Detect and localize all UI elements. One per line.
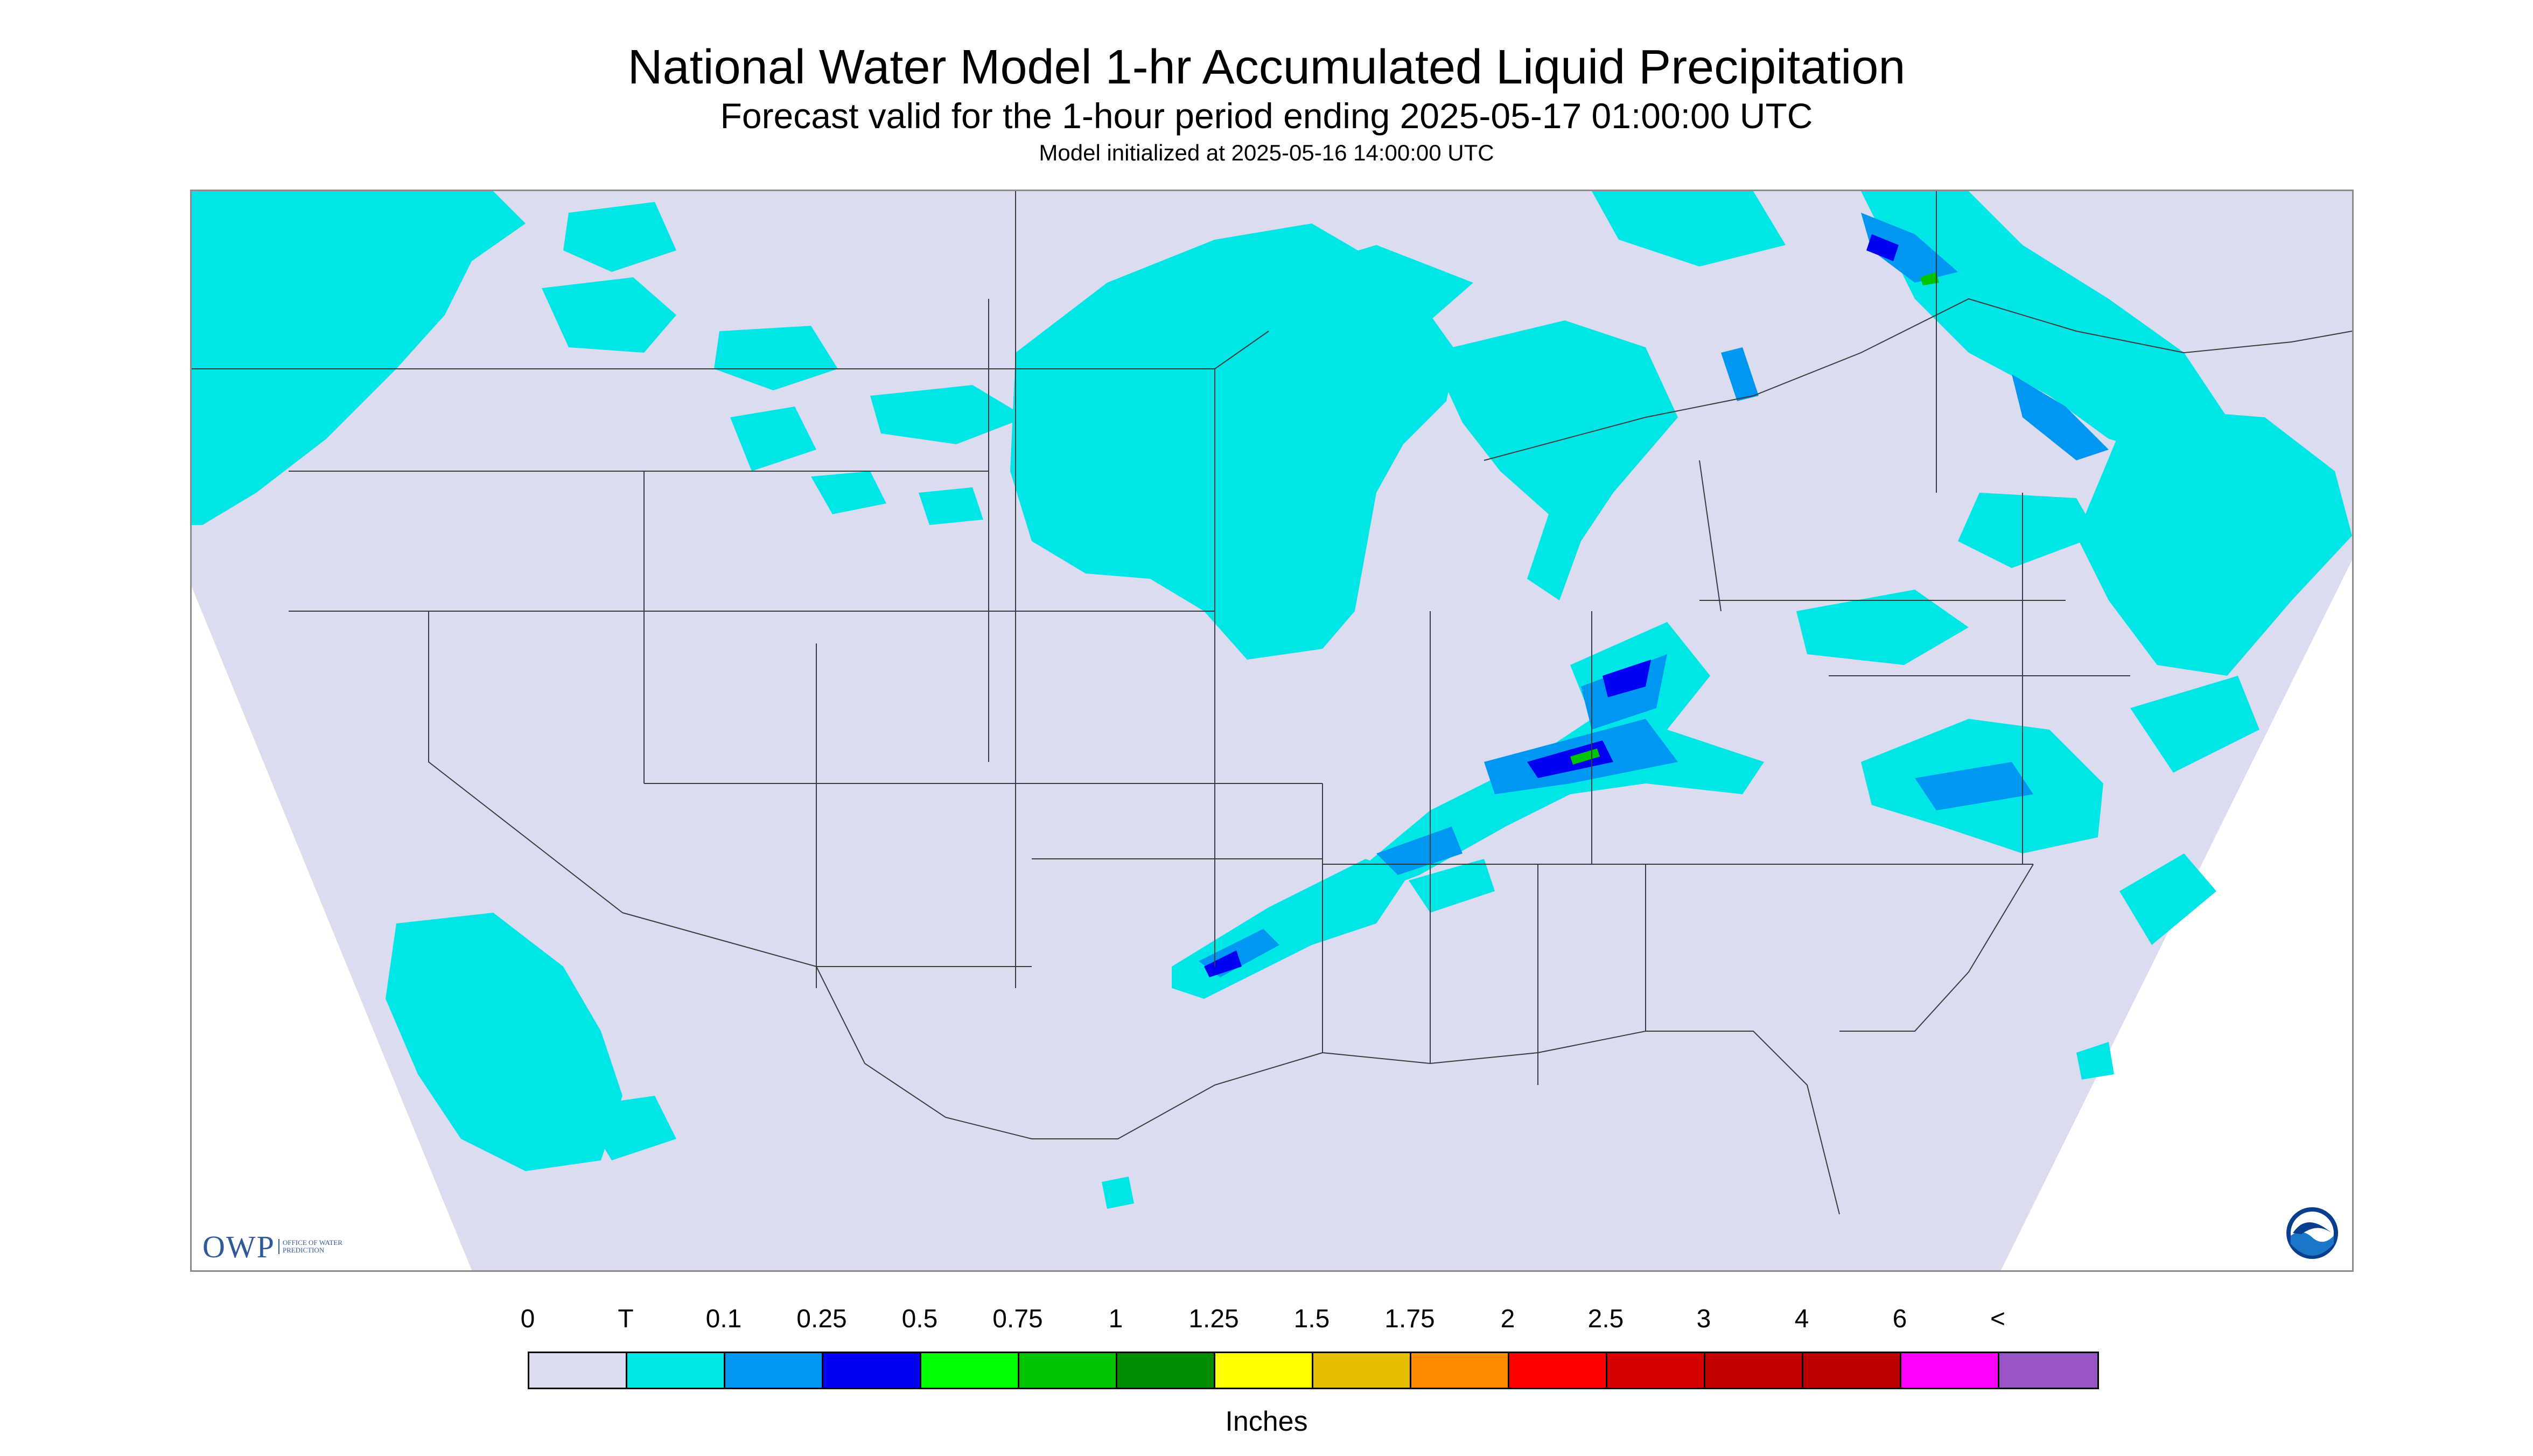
noaa-logo [2286, 1207, 2338, 1259]
colorbar-swatch [1215, 1353, 1313, 1388]
owp-logo: OWP Office of Water Prediction [202, 1229, 347, 1264]
colorbar-tick-label: 4 [1794, 1305, 1809, 1333]
colorbar-tick-label: 0.5 [901, 1305, 938, 1333]
colorbar-swatch [1313, 1353, 1411, 1388]
political-boundaries [192, 191, 2352, 1215]
precip-heavy-areas [1570, 272, 1939, 765]
colorbar-swatch [1411, 1353, 1509, 1388]
colorbar-tick-label: 1.75 [1384, 1305, 1435, 1333]
colorbar-tick-label: 2 [1500, 1305, 1515, 1333]
owp-logo-letters: OWP [202, 1229, 275, 1264]
map-canvas [192, 191, 2352, 1270]
colorbar-swatch [1117, 1353, 1215, 1388]
colorbar-swatch [1509, 1353, 1607, 1388]
colorbar-tick-label: 6 [1892, 1305, 1907, 1333]
precipitation-map: OWP Office of Water Prediction [190, 190, 2354, 1272]
colorbar-swatch [1803, 1353, 1901, 1388]
colorbar-units: Inches [1225, 1406, 1308, 1437]
colorbar-swatch [1705, 1353, 1803, 1388]
colorbar-tick-label: 3 [1696, 1305, 1711, 1333]
colorbar-swatch [823, 1353, 921, 1388]
colorbar-swatch [529, 1353, 627, 1388]
colorbar-swatch [1019, 1353, 1117, 1388]
colorbar-tick-label: T [618, 1305, 634, 1333]
map-title: National Water Model 1-hr Accumulated Li… [627, 40, 1906, 94]
owp-logo-text: Office of Water Prediction [278, 1239, 347, 1254]
colorbar-swatch [1999, 1353, 2097, 1388]
colorbar-tick-label: 0 [520, 1305, 535, 1333]
model-init-line: Model initialized at 2025-05-16 14:00:00… [1039, 140, 1494, 165]
precipitation-colorbar [528, 1352, 2099, 1389]
colorbar-swatch [725, 1353, 823, 1388]
colorbar-tick-label: 2.5 [1587, 1305, 1624, 1333]
map-subtitle: Forecast valid for the 1-hour period end… [720, 96, 1813, 136]
colorbar-tick-label: 0.1 [705, 1305, 742, 1333]
colorbar-swatch [1901, 1353, 1999, 1388]
colorbar-swatch [627, 1353, 725, 1388]
model-domain [192, 191, 2352, 1270]
colorbar-swatch [921, 1353, 1019, 1388]
colorbar-tick-label: 0.75 [992, 1305, 1043, 1333]
colorbar-swatch [1607, 1353, 1705, 1388]
colorbar-tick-label: 1 [1108, 1305, 1123, 1333]
colorbar-tick-label: 1.25 [1188, 1305, 1239, 1333]
colorbar-tick-label: 0.25 [796, 1305, 847, 1333]
colorbar-tick-label: < [1990, 1305, 2006, 1333]
colorbar-tick-label: 1.5 [1293, 1305, 1330, 1333]
